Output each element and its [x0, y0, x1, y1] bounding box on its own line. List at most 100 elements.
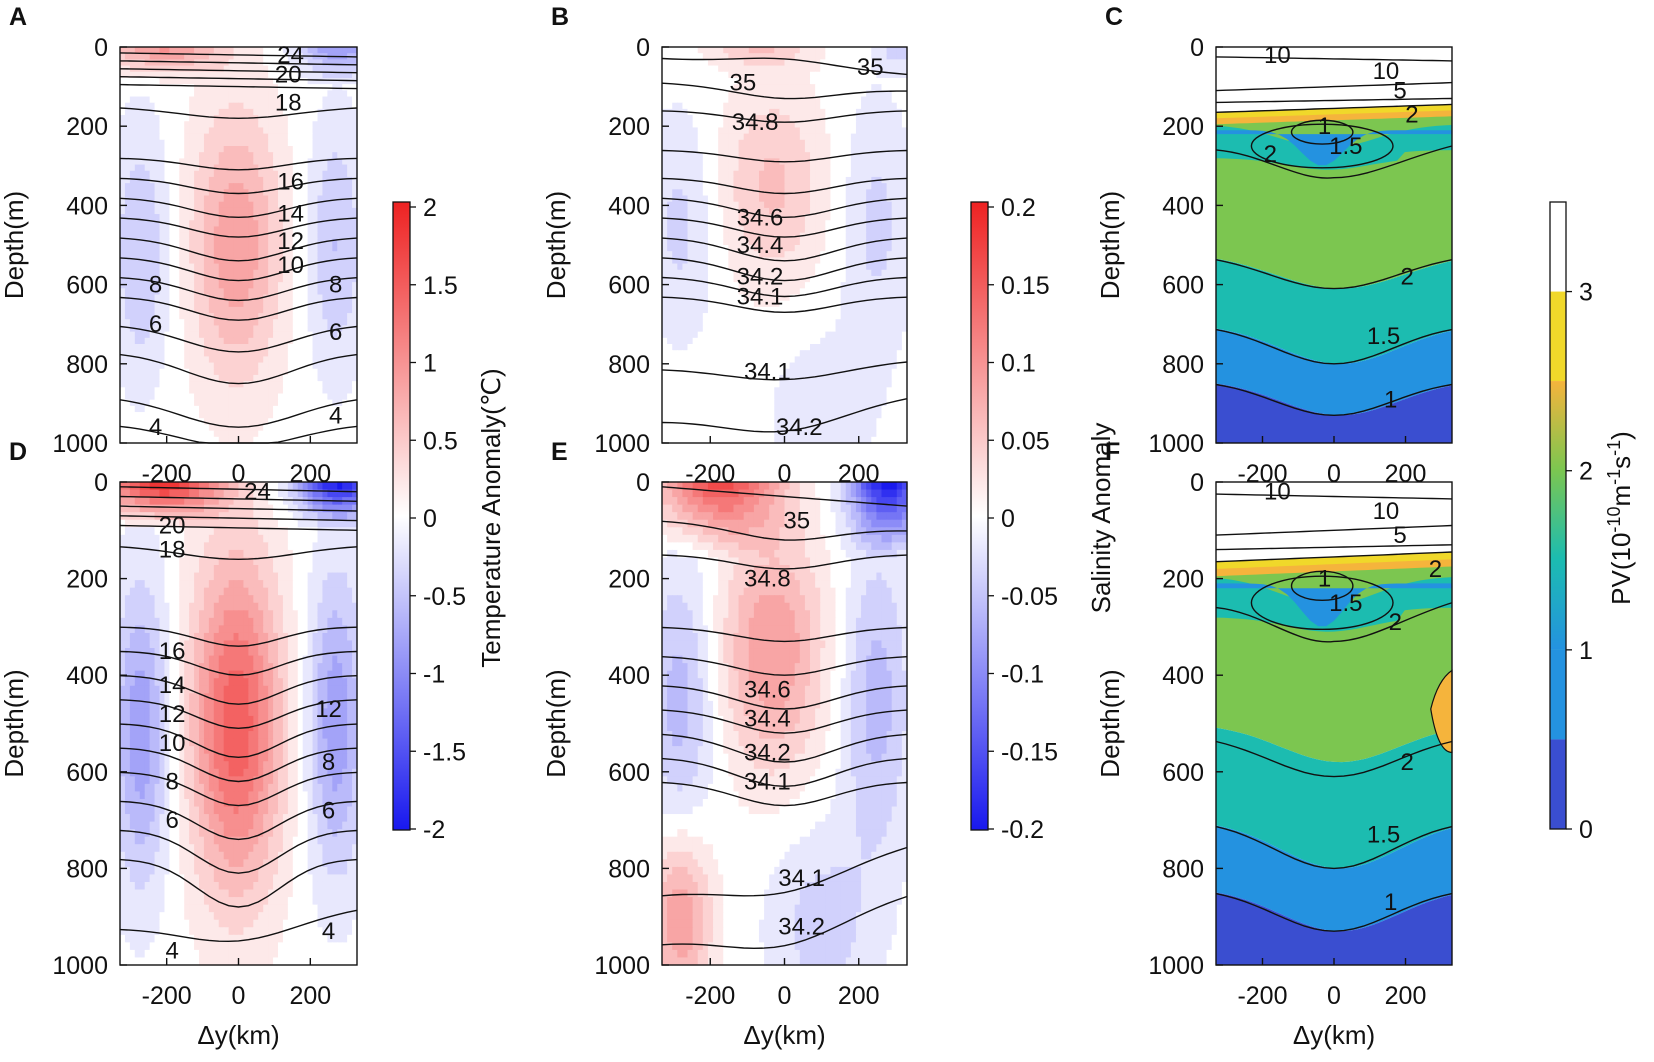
heat-cell — [218, 344, 225, 351]
heat-cell — [282, 412, 289, 419]
heat-cell — [139, 300, 146, 308]
heat-cell — [758, 269, 765, 277]
heat-cell — [233, 344, 240, 351]
heat-cell — [332, 269, 338, 277]
heat-cell — [174, 306, 180, 314]
heat-cell — [184, 127, 190, 135]
heat-cell — [317, 325, 324, 333]
heat-cell — [169, 90, 175, 98]
heat-cell — [764, 84, 770, 91]
heat-cell — [769, 65, 775, 73]
heat-cell — [263, 319, 269, 327]
contour-label: 6 — [149, 311, 162, 338]
heat-cell — [120, 189, 126, 197]
heat-cell — [891, 269, 898, 277]
heat-cell — [253, 127, 259, 135]
heat-cell — [758, 71, 765, 79]
heat-cell — [845, 269, 852, 277]
heat-cell — [213, 183, 220, 190]
heat-cell — [144, 133, 151, 141]
heat-cell — [804, 146, 811, 153]
heat-cell — [139, 77, 146, 85]
heat-cell — [682, 189, 689, 197]
heat-cell — [774, 164, 780, 172]
heat-cell — [861, 139, 867, 147]
heat-cell — [779, 71, 786, 79]
heat-cell — [830, 245, 837, 252]
heat-cell — [799, 238, 806, 246]
heat-cell — [784, 53, 791, 60]
heat-cell — [223, 368, 230, 376]
heat-cell — [268, 436, 274, 444]
heat-cell — [208, 368, 215, 376]
heat-cell — [799, 214, 806, 221]
heat-cell — [253, 139, 259, 147]
heat-cell — [129, 399, 136, 407]
heat-cell — [861, 65, 867, 73]
heat-cell — [718, 207, 724, 215]
heat-cell — [317, 139, 324, 147]
heat-cell — [342, 300, 348, 308]
heat-cell — [184, 158, 190, 166]
heat-cell — [149, 399, 156, 407]
heat-cell — [794, 164, 801, 172]
heat-cell — [174, 84, 180, 91]
heat-cell — [758, 195, 765, 203]
heat-cell — [352, 424, 358, 432]
heat-cell — [667, 127, 673, 135]
heat-cell — [189, 313, 195, 320]
heat-cell — [871, 139, 877, 147]
heat-cell — [794, 201, 801, 209]
heat-cell — [199, 214, 205, 221]
heat-cell — [223, 344, 230, 351]
heat-cell — [233, 325, 240, 333]
heat-cell — [307, 418, 314, 426]
heat-cell — [258, 158, 264, 166]
heat-cell — [825, 232, 832, 240]
heat-cell — [896, 102, 903, 110]
heat-cell — [194, 393, 200, 401]
heat-cell — [287, 102, 294, 110]
heat-cell — [881, 257, 888, 265]
heat-cell — [840, 251, 847, 258]
heat-cell — [164, 183, 170, 190]
heat-cell — [213, 331, 220, 339]
heat-cell — [728, 189, 735, 197]
heat-cell — [723, 238, 729, 246]
heat-cell — [881, 146, 888, 153]
heat-cell — [208, 77, 215, 85]
heat-cell — [758, 133, 765, 141]
heat-cell — [876, 146, 883, 153]
heat-cell — [779, 189, 786, 197]
heat-cell — [891, 139, 898, 147]
heat-cell — [199, 96, 205, 104]
heat-cell — [322, 282, 328, 289]
heat-cell — [662, 102, 668, 110]
heat-cell — [233, 84, 240, 91]
heat-cell — [692, 170, 699, 178]
heat-cell — [702, 53, 709, 60]
heat-cell — [692, 146, 699, 153]
heat-cell — [866, 183, 872, 190]
heat-cell — [238, 47, 245, 54]
heat-cell — [199, 306, 205, 314]
heat-cell — [233, 393, 240, 401]
heat-cell — [702, 158, 709, 166]
heat-cell — [789, 195, 796, 203]
heat-cell — [312, 356, 319, 364]
heat-cell — [297, 282, 304, 289]
heat-cell — [179, 251, 185, 258]
heat-cell — [738, 121, 745, 129]
heat-cell — [223, 251, 230, 258]
heat-cell — [697, 201, 704, 209]
heat-cell — [129, 300, 136, 308]
heat-cell — [317, 393, 324, 401]
heat-cell — [129, 146, 136, 153]
heat-cell — [174, 257, 180, 265]
heat-cell — [682, 220, 689, 228]
heat-cell — [223, 356, 230, 364]
heat-cell — [738, 282, 745, 289]
heat-cell — [208, 220, 215, 228]
heat-cell — [253, 374, 259, 382]
heat-cell — [287, 115, 294, 122]
